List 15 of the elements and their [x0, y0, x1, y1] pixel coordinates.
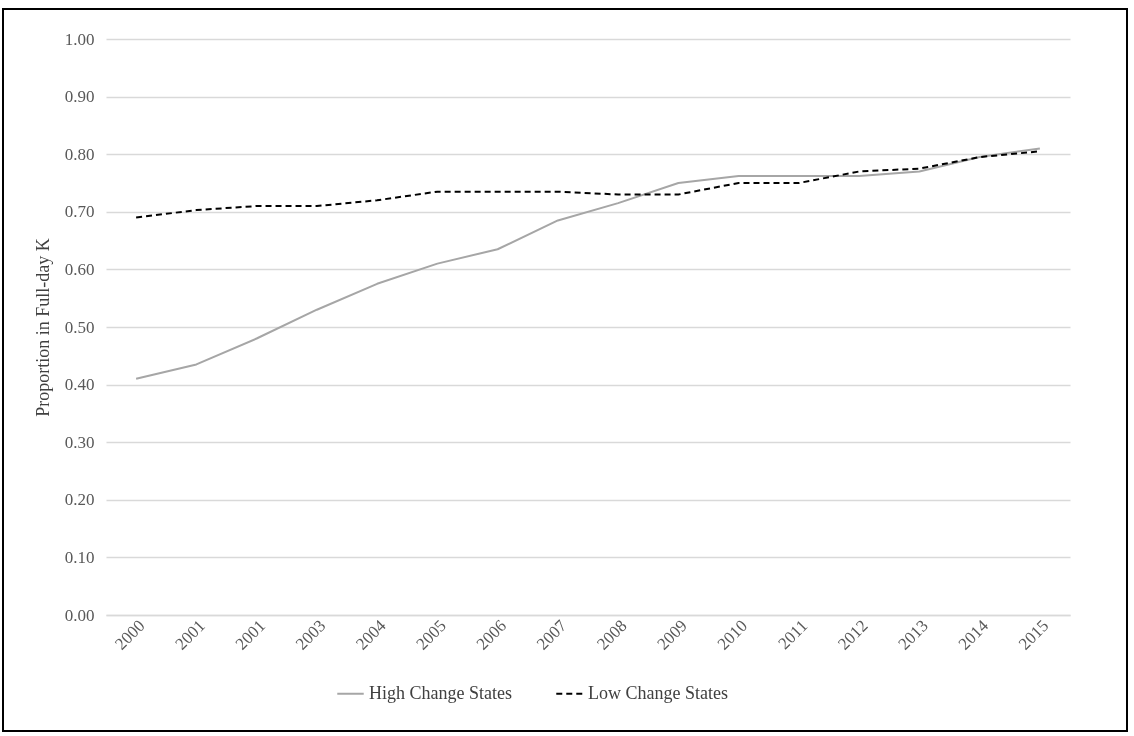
y-tick-label: 1.00 — [64, 29, 95, 49]
y-tick-label: 0.70 — [64, 202, 95, 222]
y-tick-label: 0.30 — [64, 432, 95, 452]
y-axis-title: Proportion in Full-day K — [32, 238, 53, 417]
y-tick-label: 0.80 — [64, 144, 95, 164]
y-tick-label: 0.10 — [64, 547, 95, 567]
y-tick-label: 0.00 — [64, 605, 95, 625]
y-tick-label: 0.90 — [64, 87, 95, 107]
y-tick-label: 0.40 — [64, 375, 95, 395]
line-series — [135, 147, 1041, 380]
legend-label: High Change States — [369, 682, 512, 703]
y-tick-label: 0.60 — [64, 259, 95, 279]
y-tick-label: 0.50 — [64, 317, 95, 337]
legend-label: Low Change States — [588, 682, 728, 703]
y-tick-label: 0.20 — [64, 490, 95, 510]
